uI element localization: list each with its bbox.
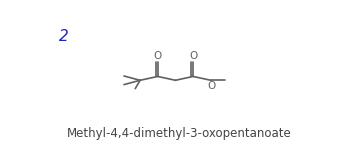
Text: O: O (189, 51, 197, 61)
Text: O: O (208, 81, 216, 91)
Text: 2: 2 (59, 29, 68, 43)
Text: Methyl-4,4-dimethyl-3-oxopentanoate: Methyl-4,4-dimethyl-3-oxopentanoate (67, 127, 292, 140)
Text: O: O (154, 51, 162, 61)
